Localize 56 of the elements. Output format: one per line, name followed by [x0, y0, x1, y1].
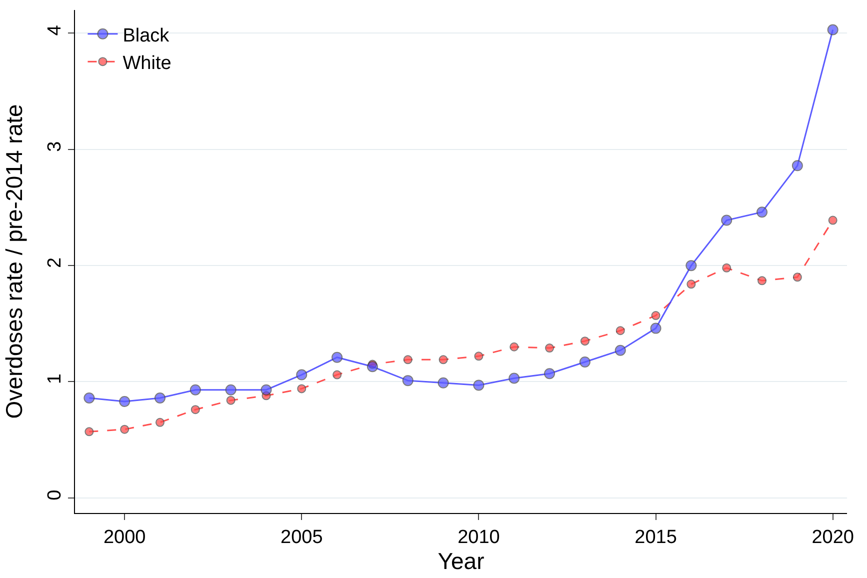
point	[119, 396, 130, 407]
point	[474, 352, 484, 361]
point	[332, 370, 342, 380]
point	[402, 375, 414, 386]
point	[827, 24, 838, 36]
y-tick-label: 0	[44, 490, 66, 500]
point	[792, 272, 802, 282]
point	[154, 392, 166, 404]
x-tick-label: 2020	[812, 526, 854, 548]
point	[721, 214, 732, 226]
point	[296, 369, 308, 380]
point	[792, 160, 803, 172]
y-tick-label: 3	[44, 141, 66, 152]
point	[544, 368, 556, 380]
point	[722, 263, 732, 272]
point	[226, 396, 236, 405]
legend-label: Black	[122, 25, 170, 46]
point	[403, 355, 412, 364]
point	[260, 384, 272, 396]
point	[758, 276, 767, 286]
point	[580, 336, 590, 346]
point	[756, 206, 768, 218]
x-tick-label: 2015	[634, 526, 677, 548]
point	[438, 355, 448, 364]
point	[155, 418, 164, 427]
point	[120, 424, 130, 434]
x-tick-label: 2005	[280, 526, 323, 548]
point	[545, 344, 554, 353]
x-tick-label: 2000	[103, 526, 146, 548]
point	[686, 260, 697, 272]
point	[510, 342, 519, 352]
point	[297, 384, 306, 394]
y-tick-label: 2	[44, 257, 66, 268]
x-axis-title: Year	[438, 548, 485, 574]
point	[650, 322, 662, 334]
y-tick-label: 1	[44, 374, 66, 384]
point	[84, 427, 94, 436]
x-tick-label: 2010	[458, 526, 500, 548]
point	[190, 384, 201, 396]
point	[366, 361, 378, 372]
point	[473, 380, 484, 391]
point	[508, 372, 520, 384]
point	[332, 352, 343, 363]
point	[828, 216, 838, 225]
point	[438, 377, 449, 388]
point	[84, 392, 95, 404]
point	[614, 344, 626, 356]
point	[225, 384, 236, 396]
point	[616, 326, 625, 336]
point	[579, 356, 590, 368]
point	[651, 311, 660, 320]
y-axis-title: Overdoses rate / pre-2014 rate	[0, 104, 27, 419]
point	[686, 280, 696, 289]
legend-label: White	[122, 52, 172, 74]
point	[190, 405, 200, 414]
y-tick-label: 4	[44, 24, 66, 36]
